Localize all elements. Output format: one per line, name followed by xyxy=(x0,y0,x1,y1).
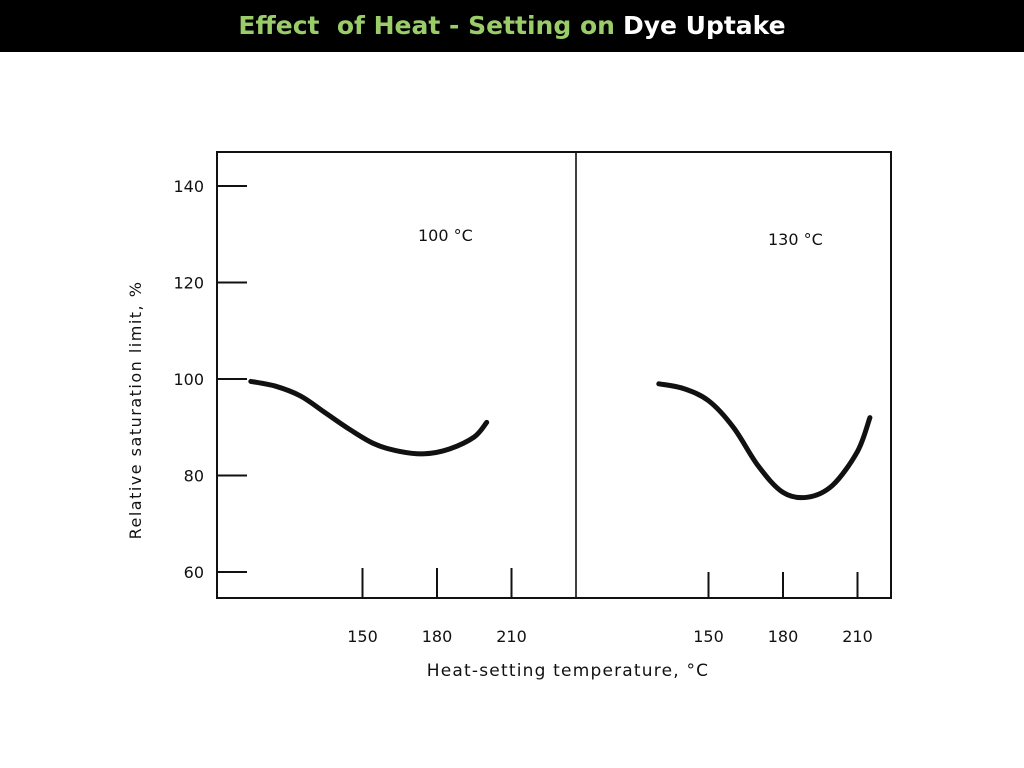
y-axis: 140 120 100 80 60 xyxy=(173,177,247,582)
x-tick-label: 180 xyxy=(768,627,799,646)
title-part-green: Effect of Heat - Setting on xyxy=(238,11,615,40)
x-axis: 150 180 210 150 180 210 xyxy=(347,568,873,646)
y-tick-label: 120 xyxy=(173,274,204,293)
panel-label-130: 130 °C xyxy=(768,230,823,249)
x-tick-label: 210 xyxy=(496,627,527,646)
y-tick-label: 100 xyxy=(173,370,204,389)
y-tick-label: 140 xyxy=(173,177,204,196)
y-axis-label: Relative saturation limit, % xyxy=(126,281,145,540)
x-axis-label: Heat-setting temperature, °C xyxy=(427,661,709,681)
x-tick-label: 180 xyxy=(422,627,453,646)
series-line-panel-1 xyxy=(248,378,490,457)
chart-frame xyxy=(216,151,892,599)
panel-label-100: 100 °C xyxy=(418,226,473,245)
series-curves xyxy=(248,378,873,501)
x-tick-label: 150 xyxy=(693,627,724,646)
slide-title: Effect of Heat - Setting on Dye Uptake xyxy=(0,0,1024,52)
x-tick-label: 150 xyxy=(347,627,378,646)
series-line-panel-2 xyxy=(656,381,873,501)
x-tick-label: 210 xyxy=(842,627,873,646)
y-tick-label: 80 xyxy=(184,467,204,486)
title-part-white: Dye Uptake xyxy=(622,11,786,40)
y-tick-label: 60 xyxy=(184,563,204,582)
